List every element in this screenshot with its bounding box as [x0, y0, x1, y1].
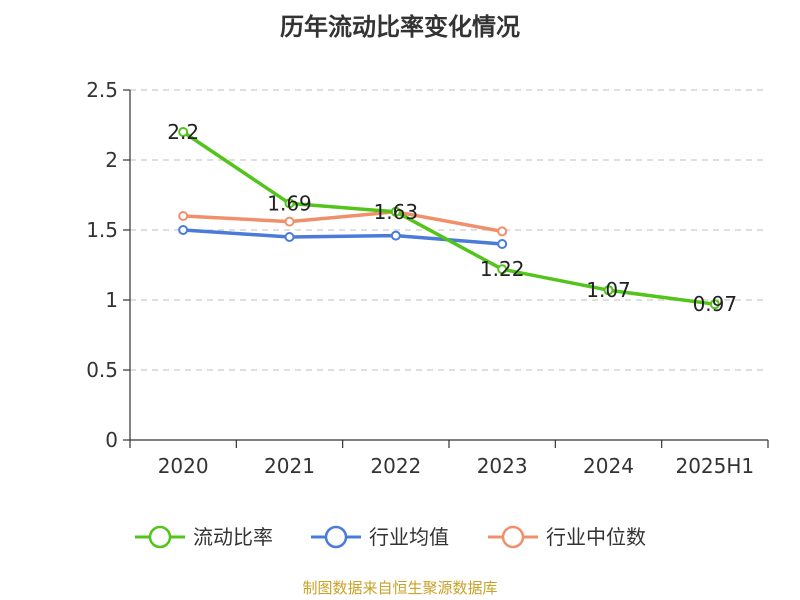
data-point — [497, 239, 508, 249]
legend-marker — [148, 525, 172, 549]
legend-label: 流动比率 — [193, 525, 273, 549]
data-point — [390, 206, 401, 217]
x-tick-label: 2024 — [583, 454, 634, 478]
data-point — [603, 285, 614, 296]
data-point — [178, 225, 189, 235]
data-point — [709, 299, 720, 310]
y-tick-label: 2 — [105, 148, 118, 172]
series-layer — [178, 127, 720, 310]
y-tick-label: 0 — [105, 428, 118, 452]
legend-label: 行业中位数 — [546, 525, 646, 549]
y-tick-label: 1.5 — [86, 218, 118, 242]
data-label: 0.97 — [693, 292, 738, 316]
chart-title: 历年流动比率变化情况 — [280, 13, 520, 41]
x-tick-label: 2025H1 — [675, 454, 754, 478]
data-point — [497, 264, 508, 275]
x-tick-label: 2022 — [370, 454, 421, 478]
y-tick-label: 2.5 — [86, 78, 118, 102]
data-label: 1.22 — [480, 257, 525, 281]
series-line — [181, 210, 504, 234]
data-point — [284, 216, 295, 227]
data-label: 1.07 — [586, 278, 631, 302]
legend-marker — [324, 525, 348, 549]
legend: 流动比率 行业均值 行业中位数 — [135, 525, 646, 549]
source-note: 制图数据来自恒生聚源数据库 — [302, 579, 497, 597]
x-tick-label: 2020 — [158, 454, 209, 478]
data-point — [284, 232, 295, 242]
data-point — [178, 127, 189, 137]
series-line — [181, 130, 717, 306]
data-labels: 2.2 1.69 1.63 1.22 1.07 0.97 — [167, 120, 737, 316]
x-tick-label: 2023 — [477, 454, 528, 478]
legend-label: 行业均值 — [369, 525, 449, 549]
data-label: 2.2 — [167, 120, 199, 144]
legend-marker — [501, 525, 525, 549]
x-tick-label: 2021 — [264, 454, 315, 478]
data-point — [178, 211, 189, 221]
data-label: 1.69 — [267, 191, 312, 215]
data-point — [497, 226, 508, 237]
data-point — [390, 230, 401, 241]
grid-lines — [130, 89, 768, 371]
axes: 0 0.5 1 1.5 2 2.5 2020 2021 2022 2023 2024 2025H1 — [86, 78, 769, 478]
data-point — [284, 198, 295, 209]
data-label: 1.63 — [374, 200, 419, 224]
y-tick-label: 1 — [105, 288, 118, 312]
y-tick-label: 0.5 — [86, 358, 118, 382]
